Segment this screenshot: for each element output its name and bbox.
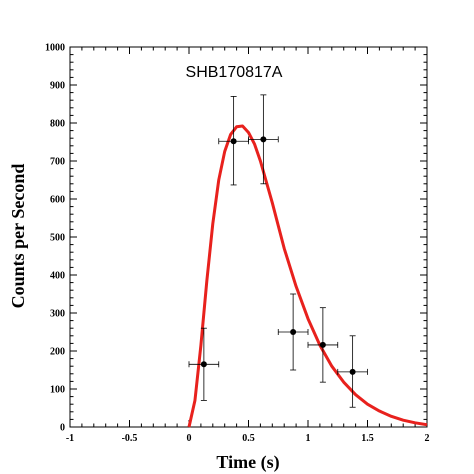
fit-curve-group: [187, 124, 428, 428]
y-tick-label-1: 100: [50, 385, 65, 396]
x-tick-label-3: 0.5: [242, 433, 255, 444]
y-tick-label-0: 0: [60, 423, 65, 434]
data-point-marker: [230, 138, 237, 145]
x-tick-label-0: -1: [66, 433, 74, 444]
y-tick-label-8: 800: [50, 119, 65, 130]
data-point-0: [188, 327, 220, 401]
fit-curve: [187, 124, 428, 428]
y-tick-label-9: 900: [50, 81, 65, 92]
chart-title: SHB170817A: [186, 64, 283, 81]
x-axis-label: Time (s): [216, 452, 279, 473]
x-tick-label-4: 1: [306, 433, 311, 444]
y-tick-label-2: 200: [50, 347, 65, 358]
data-points-group: [188, 94, 368, 408]
y-tick-label-7: 700: [50, 157, 65, 168]
x-tick-label-6: 2: [425, 433, 430, 444]
data-point-marker: [319, 341, 326, 348]
y-tick-label-6: 600: [50, 195, 65, 206]
y-tick-label-3: 300: [50, 309, 65, 320]
data-point-5: [337, 335, 368, 408]
x-tick-label-2: 0: [187, 433, 192, 444]
data-point-1: [218, 96, 249, 186]
data-point-marker: [200, 361, 207, 368]
y-tick-label-5: 500: [50, 233, 65, 244]
x-tick-label-5: 1.5: [361, 433, 374, 444]
data-point-marker: [290, 329, 297, 335]
y-tick-label-4: 400: [50, 271, 65, 282]
x-tick-label-1: -0.5: [122, 433, 138, 444]
data-point-2: [248, 94, 279, 185]
y-axis-label: Counts per Second: [8, 164, 28, 309]
ticks: -1 -0.5 0 0.5 1 1.5 2 0 100 200 300 400 500 600 700 800…: [45, 43, 430, 445]
data-point-marker: [349, 368, 356, 375]
data-point-4: [307, 307, 339, 383]
plot-frame: [69, 46, 428, 428]
y-tick-label-10: 1000: [45, 43, 65, 54]
data-point-3: [277, 293, 309, 371]
data-point-marker: [260, 136, 267, 143]
